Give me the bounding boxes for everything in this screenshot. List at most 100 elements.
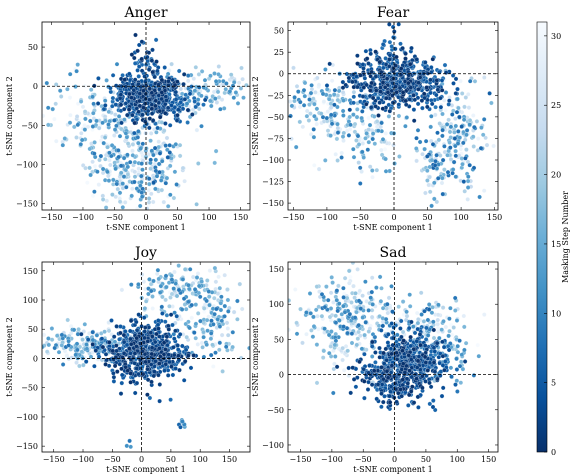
y-axis-label: t-SNE component 2 bbox=[5, 76, 14, 156]
data-point bbox=[394, 357, 400, 362]
data-point bbox=[394, 90, 399, 95]
data-point bbox=[368, 51, 373, 57]
data-point bbox=[244, 82, 249, 88]
data-point bbox=[212, 265, 218, 271]
data-point bbox=[112, 363, 118, 369]
data-point bbox=[163, 143, 168, 148]
data-point bbox=[186, 299, 191, 305]
data-point bbox=[434, 340, 440, 346]
data-point bbox=[465, 197, 470, 202]
data-point bbox=[153, 37, 159, 43]
data-point bbox=[389, 363, 395, 368]
data-point bbox=[380, 80, 386, 85]
data-point bbox=[334, 297, 340, 303]
data-point bbox=[194, 275, 200, 280]
data-point bbox=[430, 305, 435, 310]
data-point bbox=[308, 132, 314, 137]
data-point bbox=[291, 65, 296, 71]
data-point bbox=[125, 172, 131, 177]
data-point bbox=[222, 314, 227, 319]
data-point bbox=[325, 128, 331, 133]
data-point bbox=[159, 90, 165, 95]
data-point bbox=[390, 309, 395, 314]
data-point bbox=[102, 135, 108, 140]
x-tick-label: 50 bbox=[166, 455, 176, 464]
data-point bbox=[362, 395, 367, 401]
data-point bbox=[363, 320, 368, 325]
data-point bbox=[399, 334, 404, 340]
data-point bbox=[466, 105, 472, 110]
data-point bbox=[148, 281, 154, 287]
data-point bbox=[235, 298, 240, 304]
data-point bbox=[164, 334, 170, 340]
data-point bbox=[150, 294, 155, 299]
data-point bbox=[118, 102, 124, 108]
data-point bbox=[190, 112, 195, 117]
data-point bbox=[132, 61, 138, 66]
data-point bbox=[419, 312, 424, 317]
data-point bbox=[304, 113, 310, 119]
x-tick-label: 50 bbox=[172, 213, 182, 222]
data-point bbox=[123, 131, 129, 136]
data-point bbox=[465, 185, 471, 190]
data-point bbox=[150, 306, 155, 311]
scatter-points bbox=[42, 263, 250, 450]
data-point bbox=[378, 299, 384, 304]
data-point bbox=[164, 175, 170, 181]
data-point bbox=[406, 80, 411, 86]
data-point bbox=[475, 148, 481, 153]
data-point bbox=[369, 344, 375, 349]
data-point bbox=[387, 400, 393, 405]
data-point bbox=[207, 268, 213, 273]
data-point bbox=[383, 156, 388, 162]
data-point bbox=[156, 82, 161, 87]
data-point bbox=[431, 345, 437, 350]
data-point bbox=[201, 354, 207, 360]
data-point bbox=[213, 148, 219, 154]
data-point bbox=[438, 95, 443, 101]
data-point bbox=[430, 404, 436, 410]
x-tick-label: −50 bbox=[104, 455, 121, 464]
data-point bbox=[222, 272, 227, 278]
data-point bbox=[163, 273, 169, 279]
data-point bbox=[408, 389, 414, 394]
data-point bbox=[132, 390, 138, 396]
data-point bbox=[457, 363, 463, 369]
axes-frame bbox=[41, 21, 251, 211]
data-point bbox=[415, 326, 420, 332]
data-point bbox=[407, 61, 413, 67]
data-point bbox=[431, 360, 437, 365]
data-point bbox=[156, 139, 161, 144]
data-point bbox=[130, 148, 135, 154]
y-tick-label: 50 bbox=[274, 27, 284, 36]
data-point bbox=[120, 181, 125, 186]
data-point bbox=[174, 182, 179, 187]
data-point bbox=[311, 127, 316, 132]
y-tick-label: −100 bbox=[16, 413, 38, 422]
data-point bbox=[185, 73, 191, 78]
data-point bbox=[237, 281, 243, 287]
data-point bbox=[156, 161, 162, 167]
data-point bbox=[163, 319, 168, 324]
data-point bbox=[389, 44, 394, 49]
data-point bbox=[433, 104, 438, 110]
data-point bbox=[116, 114, 122, 119]
data-point bbox=[409, 45, 414, 51]
data-point bbox=[432, 349, 438, 354]
data-point bbox=[94, 118, 99, 124]
data-point bbox=[324, 87, 330, 92]
data-point bbox=[118, 163, 124, 169]
x-tick-label: −50 bbox=[355, 455, 372, 464]
data-point bbox=[352, 121, 358, 127]
data-point bbox=[466, 92, 471, 97]
data-point bbox=[386, 295, 392, 301]
data-point bbox=[179, 307, 185, 312]
data-point bbox=[364, 101, 369, 107]
x-tick-label: 0 bbox=[391, 213, 396, 222]
data-point bbox=[115, 369, 120, 374]
data-point bbox=[165, 342, 170, 348]
data-point bbox=[213, 350, 218, 355]
data-point bbox=[101, 140, 106, 146]
data-point bbox=[164, 135, 170, 141]
